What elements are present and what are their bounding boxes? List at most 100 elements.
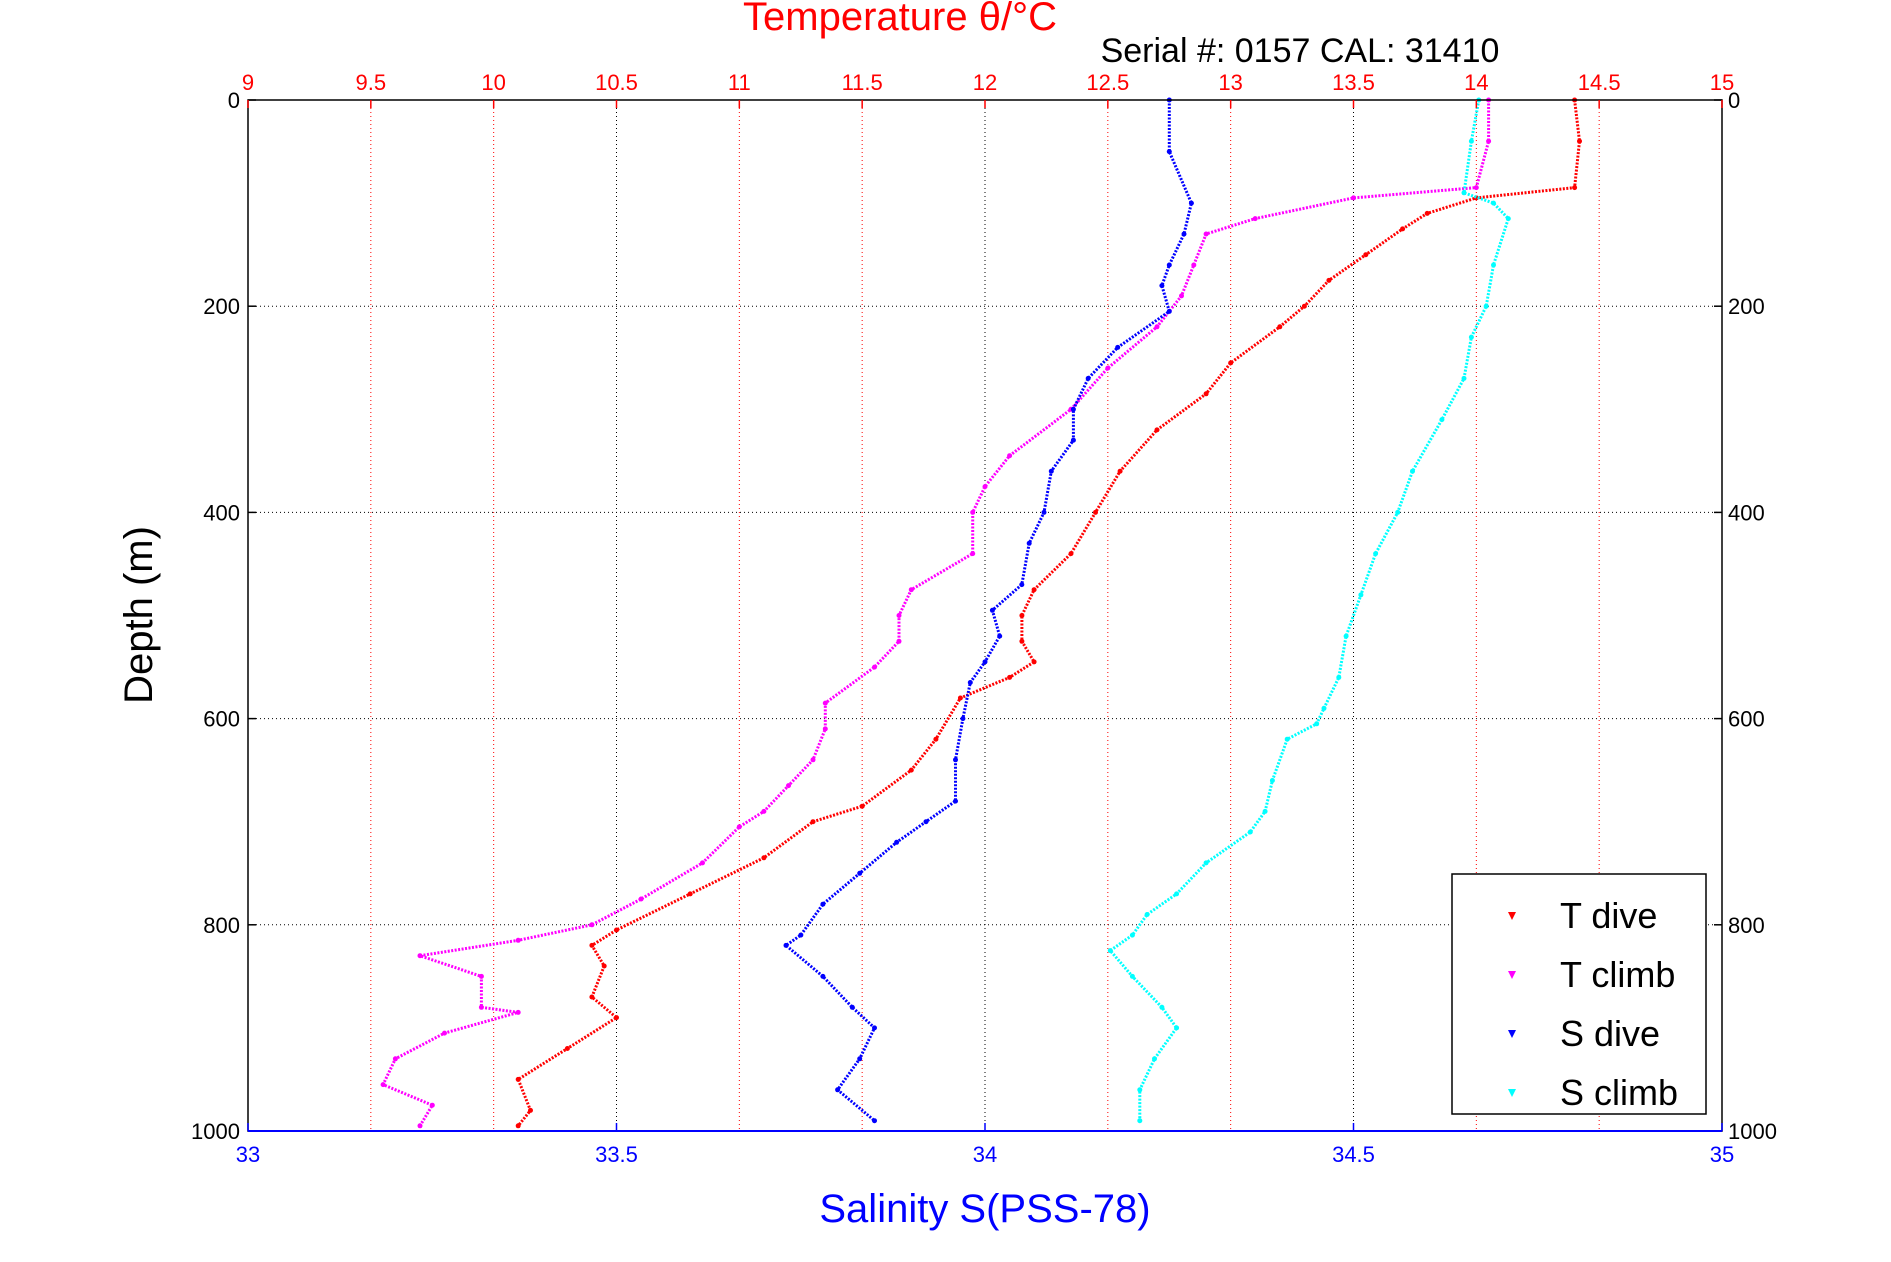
data-point (761, 808, 767, 814)
tick-label-depth-left: 200 (203, 294, 240, 319)
data-point (820, 973, 826, 979)
tick-label-depth-right: 200 (1728, 294, 1765, 319)
data-point (960, 716, 966, 722)
data-point (1351, 195, 1356, 201)
data-point (835, 1087, 841, 1093)
data-point (589, 922, 595, 928)
data-point (923, 819, 929, 825)
data-point (515, 1123, 521, 1129)
data-point (1439, 417, 1445, 423)
data-point (1461, 190, 1467, 196)
data-point (614, 1015, 619, 1021)
data-point (1400, 226, 1406, 232)
data-point (1203, 231, 1209, 237)
tick-label-temperature: 9 (242, 70, 254, 95)
data-point (1572, 185, 1578, 191)
data-point (1070, 437, 1076, 443)
data-point (1166, 308, 1172, 314)
tick-label-temperature: 11.5 (842, 70, 883, 95)
data-point (822, 726, 828, 732)
data-point (1491, 262, 1496, 268)
data-point (872, 1025, 877, 1031)
data-point (1026, 540, 1032, 546)
series-s-climb (1107, 97, 1511, 1124)
data-point (1424, 210, 1430, 216)
data-point (478, 1004, 484, 1010)
data-point (700, 860, 705, 866)
tick-label-depth-left: 0 (228, 88, 240, 113)
data-point (957, 695, 963, 701)
data-point (857, 870, 863, 876)
data-point (515, 937, 521, 943)
tick-label-salinity: 33 (236, 1142, 260, 1167)
y-axis-label: Depth (m) (117, 526, 161, 704)
data-point (736, 824, 742, 830)
series-s-dive (783, 97, 1194, 1124)
tick-label-temperature: 12.5 (1086, 70, 1129, 95)
data-point (417, 1123, 423, 1129)
data-point (614, 927, 619, 933)
data-point (1115, 344, 1121, 350)
data-point (798, 932, 804, 938)
data-point (761, 855, 767, 861)
data-point (1301, 303, 1307, 309)
data-point (1468, 334, 1474, 340)
data-point (1007, 674, 1013, 680)
tick-label-temperature: 14.5 (1578, 70, 1621, 95)
data-point (1461, 375, 1467, 381)
data-point (601, 963, 607, 969)
data-point (1252, 216, 1258, 222)
data-point (820, 901, 826, 907)
data-point (1191, 262, 1197, 268)
data-point (1031, 587, 1037, 593)
data-point (1203, 391, 1209, 397)
legend-marker (1508, 1089, 1516, 1097)
data-point (1093, 509, 1098, 515)
data-point (1314, 721, 1320, 727)
data-point (1336, 674, 1342, 680)
tick-label-temperature: 13 (1218, 70, 1242, 95)
axis-ticks: 0 0 200 200 400 400 600 600 800 800 1000 1000 9 9.5 10… (191, 70, 1777, 1167)
data-point (1203, 860, 1209, 866)
data-point (1269, 778, 1275, 783)
series-t-dive (515, 97, 1582, 1129)
data-point (970, 551, 976, 557)
data-point (589, 942, 595, 948)
data-point (1486, 138, 1492, 144)
data-point (1577, 138, 1582, 144)
tick-label-salinity: 33.5 (595, 1142, 638, 1167)
series-trace (783, 100, 1193, 1122)
data-point (896, 613, 902, 618)
data-point (1473, 185, 1479, 191)
tick-label-depth-right: 0 (1728, 88, 1740, 113)
data-point (1179, 293, 1184, 299)
data-point (442, 1030, 447, 1036)
data-point (1228, 360, 1234, 366)
data-point (1174, 1025, 1180, 1031)
tick-label-temperature: 10.5 (595, 70, 638, 95)
data-point (1277, 324, 1283, 330)
legend-label: S climb (1560, 1072, 1678, 1113)
data-point (515, 1009, 521, 1015)
legend-marker (1508, 1030, 1516, 1038)
data-point (872, 1118, 877, 1124)
tick-label-temperature: 15 (1710, 70, 1734, 95)
data-point (1152, 1056, 1157, 1062)
data-point (822, 700, 828, 706)
data-point (1041, 509, 1047, 515)
data-point (810, 819, 816, 825)
tick-label-depth-left: 800 (203, 913, 240, 938)
tick-label-salinity: 35 (1710, 1142, 1734, 1167)
x-axis-label: Salinity S(PSS-78) (819, 1187, 1150, 1231)
legend-label: T dive (1560, 895, 1657, 936)
data-point (1181, 231, 1187, 237)
data-point (783, 942, 789, 948)
data-point (849, 1004, 855, 1010)
data-point (1019, 613, 1025, 618)
data-point (417, 953, 423, 959)
data-points (380, 97, 1582, 1129)
data-point (1358, 592, 1364, 598)
tick-label-depth-right: 1000 (1728, 1119, 1777, 1144)
data-point (1166, 149, 1172, 155)
